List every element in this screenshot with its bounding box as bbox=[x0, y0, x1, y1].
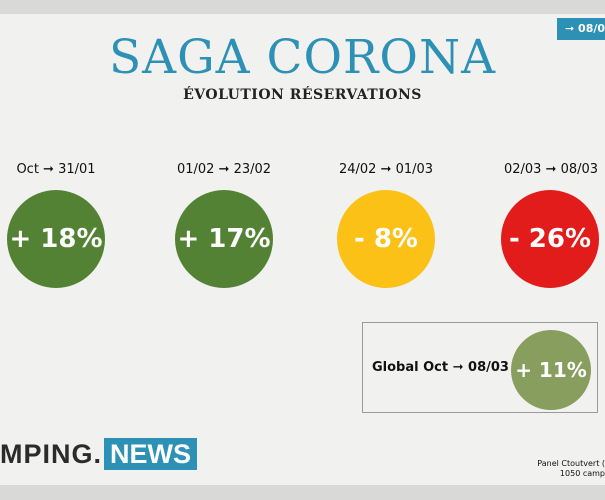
page-subtitle: ÉVOLUTION RÉSERVATIONS bbox=[183, 87, 422, 103]
panel-note-line-2: 1050 camp bbox=[559, 469, 605, 478]
period-bubble-2: + 17% bbox=[175, 190, 273, 288]
logo-part-2: NEWS bbox=[104, 438, 198, 470]
global-box bbox=[362, 322, 598, 413]
period-label-3: 24/02 ➞ 01/03 bbox=[338, 162, 434, 177]
period-bubble-4: - 26% bbox=[501, 190, 599, 288]
period-bubble-1: + 18% bbox=[7, 190, 105, 288]
global-bubble: + 11% bbox=[511, 330, 591, 410]
camping-news-logo: MPING. NEWS bbox=[0, 438, 198, 470]
slide: ➞ 08/0 SAGA CORONA ÉVOLUTION RÉSERVATION… bbox=[0, 14, 605, 485]
global-label: Global Oct ➞ 08/03 bbox=[372, 360, 509, 375]
period-label-4: 02/03 ➞ 08/03 bbox=[503, 162, 599, 177]
period-bubble-3: - 8% bbox=[337, 190, 435, 288]
logo-part-1: MPING bbox=[0, 438, 94, 469]
period-label-1: Oct ➞ 31/01 bbox=[16, 162, 96, 177]
period-label-2: 01/02 ➞ 23/02 bbox=[176, 162, 272, 177]
page-title: SAGA CORONA bbox=[108, 30, 497, 85]
date-tab: ➞ 08/0 bbox=[557, 18, 605, 40]
panel-note: Panel Ctoutvert ( 1050 camp bbox=[537, 459, 605, 479]
panel-note-line-1: Panel Ctoutvert ( bbox=[537, 459, 605, 468]
logo-dot: . bbox=[93, 438, 103, 469]
